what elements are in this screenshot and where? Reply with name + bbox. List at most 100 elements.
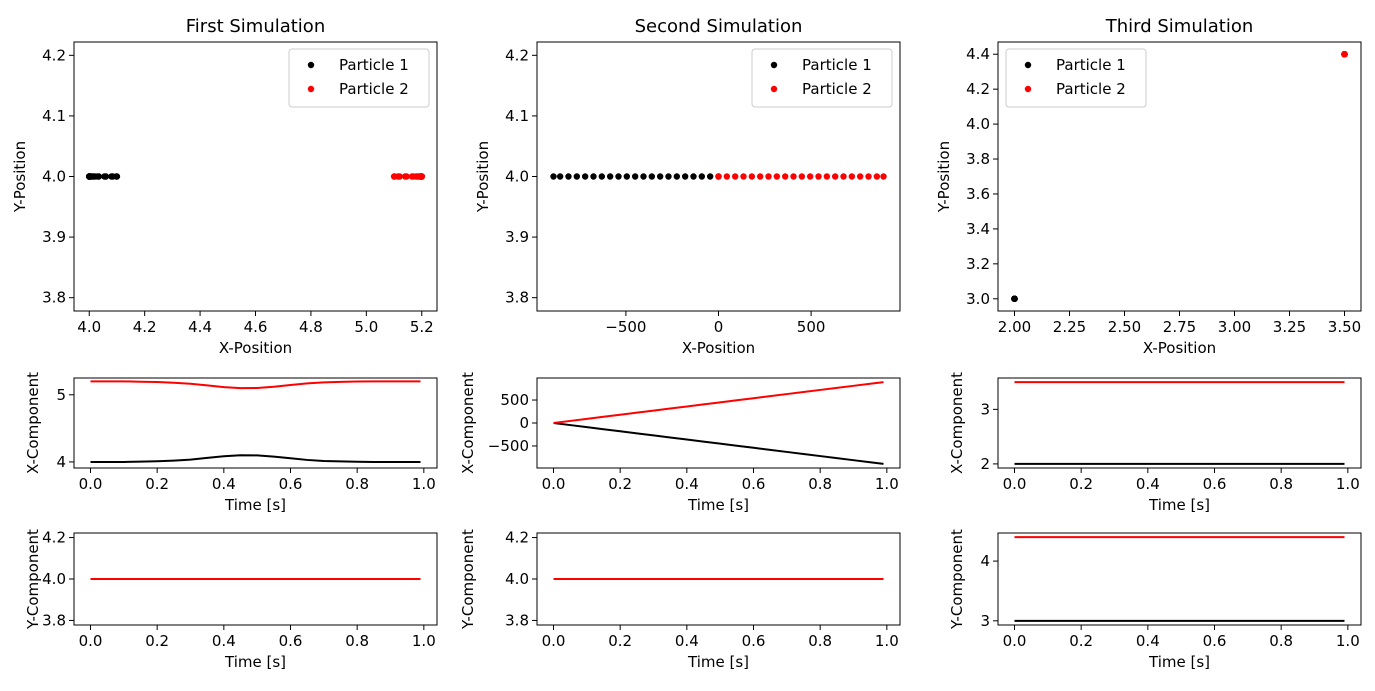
point	[1011, 295, 1018, 302]
y-axis-label: Y-Component	[459, 529, 477, 630]
x-tick-label: 4.6	[244, 318, 268, 336]
point	[690, 173, 697, 180]
point	[756, 173, 764, 180]
x-axis-label: Time [s]	[1148, 653, 1210, 671]
point	[823, 173, 831, 180]
x-axis-label: X-Position	[219, 339, 292, 357]
x-tick-label: 0.0	[542, 632, 566, 650]
point	[790, 173, 797, 180]
y-tick-label: 3.4	[966, 220, 990, 238]
legend-box	[1005, 48, 1147, 108]
x-tick-label: 0.6	[742, 632, 766, 650]
x-tick-label: 0.0	[1003, 632, 1027, 650]
legend-marker	[307, 61, 315, 69]
line	[90, 454, 421, 463]
legend-label: Particle 2	[339, 80, 409, 98]
point	[606, 173, 614, 180]
point	[565, 173, 572, 180]
subplot: 0.0 0.2 0.4 0.6 0.8 1.0 4 5 Time [s] X-Component	[24, 372, 438, 514]
axes-frame	[73, 377, 438, 469]
x-axis-label: Time [s]	[224, 496, 286, 514]
y-tick-label: 4.0	[966, 115, 990, 133]
point	[865, 173, 872, 180]
y-axis-label: X-Component	[948, 372, 966, 474]
subplot-title: Second Simulation	[635, 16, 803, 37]
axes-frame	[997, 377, 1362, 469]
x-tick-label: 0.4	[675, 632, 699, 650]
x-tick-label: 0.6	[279, 632, 303, 650]
x-tick-label: 0.8	[345, 475, 369, 493]
point	[640, 173, 647, 180]
point	[615, 173, 622, 180]
x-tick-label: 3.50	[1328, 318, 1361, 336]
y-tick-label: 4.0	[42, 570, 66, 588]
x-tick-label: 0.8	[1269, 475, 1293, 493]
point	[113, 173, 120, 180]
point	[396, 173, 403, 180]
x-tick-label: 3.25	[1273, 318, 1306, 336]
subplot-title: First Simulation	[186, 16, 325, 37]
point	[648, 173, 656, 180]
subplot: 0.0 0.2 0.4 0.6 0.8 1.0 2 3 Time [s] X-Component	[948, 372, 1362, 514]
line	[90, 380, 421, 390]
line	[553, 381, 884, 424]
y-tick-label: 4.0	[42, 168, 66, 186]
y-tick-label: 3.9	[505, 228, 529, 246]
axes-frame	[997, 41, 1362, 312]
axes-frame	[536, 41, 901, 312]
point	[748, 173, 756, 180]
x-tick-label: 0.4	[1136, 475, 1160, 493]
x-tick-label: −500	[605, 318, 646, 336]
point	[623, 173, 631, 180]
x-tick-label: 0.6	[1203, 475, 1227, 493]
y-tick-label: 3.8	[42, 289, 66, 307]
y-axis-label: Y-Position	[474, 141, 492, 213]
axes-frame	[997, 532, 1362, 626]
x-tick-label: 4.2	[133, 318, 157, 336]
x-axis-label: X-Position	[682, 339, 755, 357]
x-tick-label: 0.4	[212, 475, 236, 493]
legend-label: Particle 1	[339, 56, 409, 74]
y-tick-label: 3.2	[966, 255, 990, 273]
point	[740, 173, 747, 180]
point	[673, 173, 681, 180]
point	[731, 173, 739, 180]
point	[880, 173, 887, 180]
x-tick-label: 0.2	[608, 475, 632, 493]
x-tick-label: 4.0	[77, 318, 101, 336]
y-tick-label: 4.0	[505, 570, 529, 588]
point	[101, 173, 108, 180]
point	[698, 173, 706, 180]
x-tick-label: 1.0	[1336, 632, 1360, 650]
subplot: 0.0 0.2 0.4 0.6 0.8 1.0 −500 0 500 Time [s] X-Comp…	[459, 372, 901, 514]
axes-frame	[73, 41, 438, 312]
y-tick-label: 3	[980, 400, 990, 418]
point	[590, 173, 597, 180]
legend-label: Particle 1	[802, 56, 872, 74]
legend-marker	[1024, 61, 1032, 69]
y-tick-label: 4.2	[505, 46, 529, 64]
x-tick-label: 0.2	[1069, 475, 1093, 493]
y-tick-label: 500	[500, 391, 529, 409]
y-tick-label: 4.2	[42, 46, 66, 64]
y-tick-label: 4.2	[505, 529, 529, 547]
x-tick-label: 0.2	[608, 632, 632, 650]
point	[665, 173, 672, 180]
legend-label: Particle 2	[1056, 80, 1126, 98]
x-tick-label: 0	[714, 318, 724, 336]
point	[598, 173, 606, 180]
y-tick-label: 3.8	[505, 289, 529, 307]
x-tick-label: 0.4	[1136, 632, 1160, 650]
y-tick-label: 4.2	[42, 529, 66, 547]
x-tick-label: 5.0	[354, 318, 378, 336]
y-tick-label: 4.1	[42, 107, 66, 125]
point	[86, 173, 93, 180]
legend-marker	[770, 85, 778, 93]
x-axis-label: X-Position	[1143, 339, 1216, 357]
x-tick-label: 0.0	[542, 475, 566, 493]
point	[573, 173, 581, 180]
point	[403, 173, 410, 180]
subplot: 4.0 4.2 4.4 4.6 4.8 5.0 5.2 3.8 3.9 4.0 4.1 4.2 Firs…	[11, 16, 438, 357]
